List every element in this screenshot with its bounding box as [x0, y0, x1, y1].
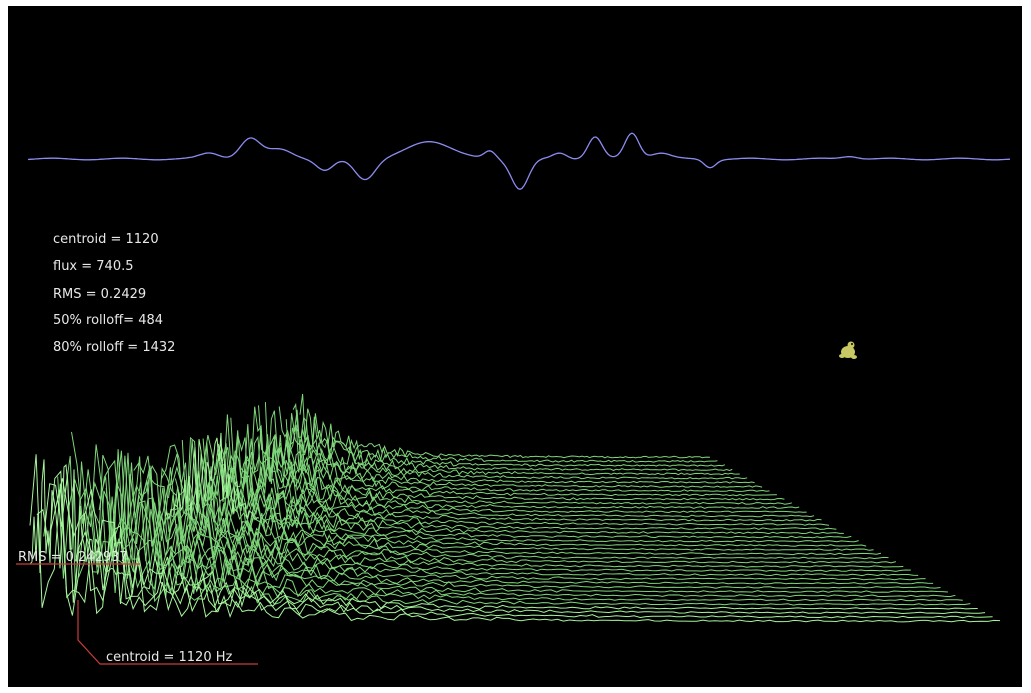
spectrum-frame-line	[237, 424, 777, 497]
spectrum-frame-line	[78, 476, 948, 593]
frog-mascot-icon	[839, 341, 857, 359]
spectrum-frame-line	[292, 402, 718, 463]
spectrum-peak-burst	[29, 459, 131, 576]
spectrum-frame-line	[57, 476, 971, 606]
spectrum-frame-line	[154, 465, 867, 547]
spectrum-frame-line	[285, 409, 726, 467]
stat-rolloff-80: 80% rolloff = 1432	[53, 340, 175, 355]
centroid-marker-line	[77, 600, 258, 665]
spectrum-frame-line	[202, 438, 815, 518]
spectrum-frame-line	[168, 453, 852, 539]
spectrum-frame-line	[36, 470, 993, 619]
spectrum-frame-line	[71, 431, 956, 598]
spectrum-frame-line	[112, 449, 911, 573]
rms-marker-label: RMS = 0.242937	[18, 550, 128, 565]
centroid-marker-label: centroid = 1120 Hz	[106, 650, 233, 665]
spectrum-frame-line	[251, 406, 763, 488]
spectrum-frame-line	[271, 426, 740, 476]
spectrum-frame-line	[258, 405, 755, 484]
spectrogram-waterfall	[29, 393, 1001, 623]
spectrum-frame-line	[126, 468, 897, 564]
waveform-trace	[27, 132, 1011, 191]
spectrum-frame-line	[147, 465, 874, 551]
spectrum-frame-line	[230, 417, 785, 501]
spectrum-frame-line	[91, 454, 934, 585]
spectrum-frame-line	[161, 444, 859, 543]
spectrum-frame-line	[181, 436, 837, 531]
spectrum-frame-line	[140, 465, 882, 556]
spectrum-frame-line	[29, 454, 1001, 623]
spectrum-frame-line	[216, 442, 800, 509]
spectrum-frame-line	[174, 439, 844, 535]
spectrum-frame-line	[278, 406, 733, 472]
spectrum-frame-line	[43, 475, 986, 615]
stat-rms: RMS = 0.2429	[53, 287, 146, 302]
stat-rolloff-50: 50% rolloff= 484	[53, 313, 163, 328]
spectrum-frame-line	[105, 450, 919, 577]
spectrum-peak-burst	[164, 432, 260, 521]
spectrum-frame-line	[133, 455, 889, 560]
stat-flux: flux = 740.5	[53, 259, 134, 274]
spectrum-frame-line	[188, 453, 830, 526]
stat-centroid: centroid = 1120	[53, 232, 159, 247]
spectrum-frame-line	[244, 427, 770, 492]
spectrum-frame-line	[209, 450, 807, 514]
spectrum-frame-line	[299, 393, 711, 459]
stats-panel: centroid = 1120 flux = 740.5 RMS = 0.242…	[53, 232, 175, 355]
spectrum-frame-line	[223, 414, 792, 505]
centroid-marker: centroid = 1120 Hz	[77, 600, 258, 665]
spectrum-frame-line	[98, 459, 926, 581]
spectrum-frame-line	[50, 478, 978, 610]
rms-marker: RMS = 0.242937	[16, 550, 140, 565]
